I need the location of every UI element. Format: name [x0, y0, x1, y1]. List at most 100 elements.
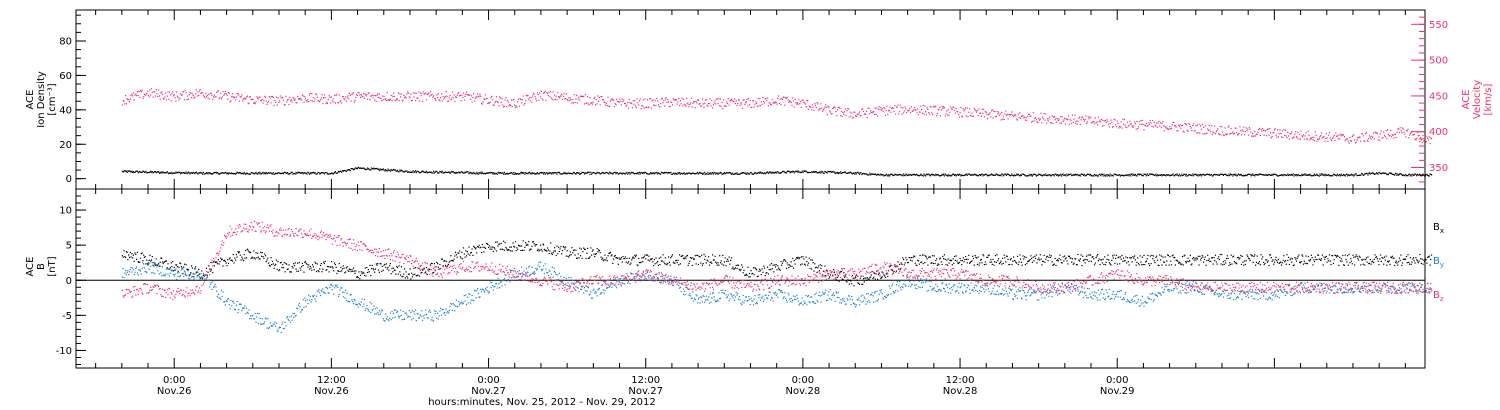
velocity-series-point: [1201, 123, 1203, 126]
velocity-series-point: [1105, 121, 1107, 123]
bx-series-point: [860, 275, 862, 277]
bx-series-point: [1313, 260, 1316, 263]
velocity-series-point: [263, 99, 265, 102]
velocity-series-point: [1237, 134, 1239, 136]
density-series-point: [330, 173, 332, 175]
density-series-point: [1145, 173, 1147, 176]
density-series-point: [947, 174, 949, 176]
bx-series-point: [979, 262, 981, 264]
velocity-series-point: [351, 93, 353, 95]
velocity-series-point: [868, 107, 870, 109]
bx-series-point: [927, 264, 929, 266]
density-series-point: [222, 172, 224, 174]
density-series-point: [347, 169, 349, 171]
bx-series-point: [1236, 257, 1239, 259]
bx-series-point: [523, 249, 525, 251]
density-series-point: [246, 172, 248, 174]
bx-series-point: [1266, 259, 1268, 261]
bx-series-point: [1133, 257, 1135, 259]
density-series-point: [988, 175, 990, 177]
bx-series-point: [829, 274, 832, 276]
bx-series-point: [1054, 257, 1056, 260]
bx-series-point: [448, 261, 450, 263]
bx-series-point: [1020, 261, 1022, 263]
velocity-series-point: [1176, 130, 1178, 132]
density-series-point: [213, 172, 215, 174]
velocity-series-point: [873, 111, 875, 113]
density-series-point: [498, 172, 500, 174]
bx-series-point: [547, 247, 549, 249]
density-series-point: [1194, 174, 1196, 176]
bx-series-point: [357, 276, 359, 278]
bx-series-point: [981, 262, 983, 264]
density-series-point: [643, 172, 645, 174]
bx-series-point: [1017, 263, 1019, 266]
density-series-point: [569, 172, 571, 174]
velocity-series-point: [577, 98, 579, 100]
velocity-series-point: [581, 95, 583, 97]
bx-series-point: [430, 262, 432, 264]
density-series-point: [169, 172, 171, 174]
bx-series-point: [1072, 263, 1074, 265]
density-series-point: [835, 172, 837, 174]
velocity-series-point: [1319, 136, 1321, 138]
velocity-series-point: [1354, 142, 1356, 144]
bx-series-point: [187, 269, 189, 271]
velocity-series-point: [865, 113, 867, 115]
density-series-point: [405, 170, 407, 172]
bx-series-point: [877, 273, 879, 276]
bx-series-point: [248, 251, 250, 253]
bx-series-point: [326, 265, 329, 268]
velocity-series-point: [1075, 122, 1077, 124]
velocity-series-point: [339, 101, 341, 103]
bx-series-point: [849, 279, 851, 281]
velocity-series-point: [1173, 121, 1175, 124]
bx-series-point: [141, 252, 143, 254]
velocity-series-point: [1172, 121, 1174, 123]
velocity-series-point: [555, 95, 557, 97]
density-series-point: [1387, 174, 1389, 176]
bx-series-point: [963, 261, 965, 263]
velocity-series-point: [252, 98, 254, 100]
density-series-point: [387, 168, 389, 170]
velocity-series-point: [849, 111, 851, 113]
density-series-point: [908, 173, 910, 175]
bx-series-point: [505, 246, 507, 249]
velocity-series-point: [1191, 129, 1193, 132]
velocity-series-point: [246, 96, 248, 98]
velocity-series-point: [906, 111, 908, 114]
velocity-series-point: [822, 109, 824, 111]
density-series-point: [205, 172, 208, 174]
density-series-point: [1303, 173, 1305, 175]
bx-series-point: [536, 249, 538, 252]
density-series-point: [452, 171, 454, 173]
bx-series-point: [684, 256, 686, 258]
density-series-point: [559, 173, 561, 175]
bx-series-point: [183, 263, 186, 265]
density-series-point: [391, 169, 393, 172]
bx-series-point: [905, 257, 907, 259]
velocity-series-point: [1136, 120, 1138, 122]
density-series-point: [1052, 174, 1054, 176]
velocity-series-point: [986, 113, 988, 115]
bx-series-point: [721, 263, 723, 265]
density-series-point: [142, 170, 144, 172]
density-series-point: [196, 172, 198, 174]
bx-series-point: [652, 261, 654, 263]
bx-series-point: [973, 264, 975, 266]
bx-series-point: [1291, 258, 1294, 260]
velocity-series-point: [1103, 124, 1105, 127]
density-series-point: [1056, 174, 1058, 176]
velocity-series-point: [1066, 118, 1068, 120]
bx-series-point: [1280, 261, 1282, 263]
bx-series-point: [1241, 255, 1243, 257]
bx-series-point: [879, 275, 881, 277]
bx-series-point: [458, 252, 460, 254]
bx-series-point: [243, 254, 245, 256]
velocity-series-point: [1102, 119, 1104, 122]
bx-series-point: [858, 282, 860, 284]
velocity-series-point: [538, 99, 540, 101]
bx-series-point: [439, 263, 441, 266]
density-series-point: [635, 173, 637, 175]
bx-series-point: [480, 246, 482, 248]
